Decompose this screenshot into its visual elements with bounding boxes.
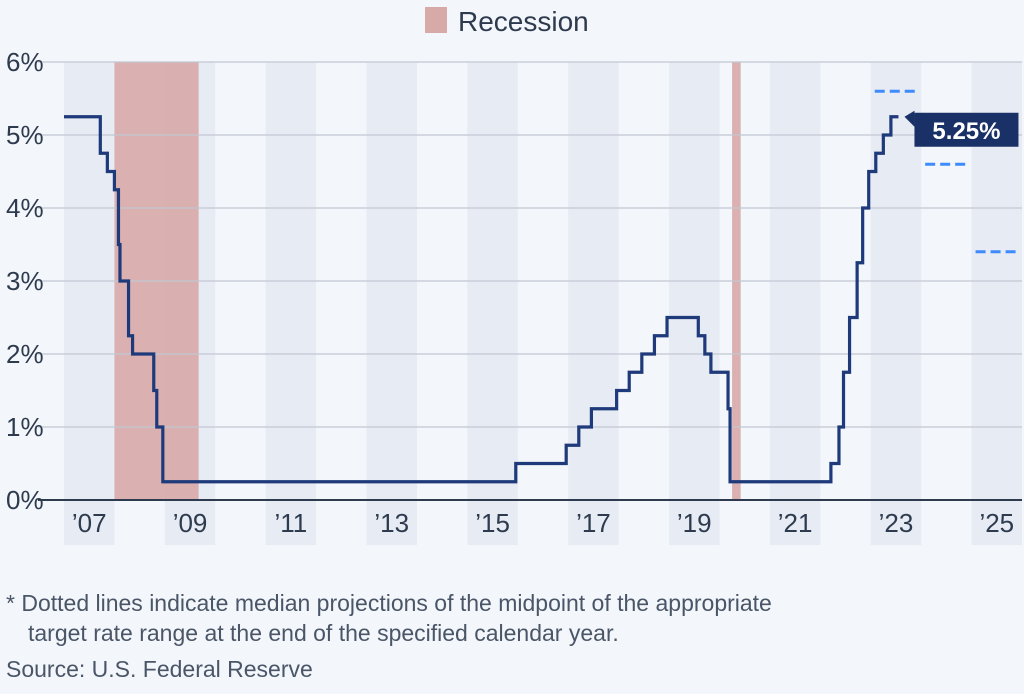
x-axis-ticks: ’07 ’09 ’11 ’13 ’15 ’17 ’19 ’21 ’23 ’25: [72, 508, 1014, 538]
series-lines: [64, 115, 899, 484]
year-band: [265, 62, 317, 545]
x-tick-label: ’11: [275, 508, 308, 538]
year-bands: [64, 62, 1022, 545]
y-tick-label: 4%: [6, 193, 44, 223]
y-tick-label: 3%: [6, 266, 44, 296]
x-tick-label: ’21: [778, 508, 813, 538]
footnote-line-1: * Dotted lines indicate median projectio…: [6, 590, 772, 616]
x-tick-label: ’07: [72, 508, 107, 538]
year-band: [64, 62, 115, 545]
legend-label-recession: Recession: [458, 6, 589, 37]
source-note: Source: U.S. Federal Reserve: [6, 656, 313, 682]
x-tick-label: ’09: [173, 508, 208, 538]
y-tick-label: 5%: [6, 120, 44, 150]
x-tick-label: ’25: [979, 508, 1014, 538]
series-line: [64, 115, 899, 484]
footnote-line-2: target rate range at the end of the spec…: [28, 620, 619, 646]
chart-legend: Recession: [425, 6, 589, 37]
y-tick-label: 6%: [6, 47, 44, 77]
x-tick-label: ’13: [374, 508, 409, 538]
year-band: [669, 62, 720, 545]
callout-label: 5.25%: [932, 118, 1000, 145]
y-tick-label: 2%: [6, 339, 44, 369]
year-band: [568, 62, 619, 545]
x-tick-label: ’17: [576, 508, 611, 538]
callout-pointer: [904, 110, 915, 127]
year-band: [769, 62, 821, 545]
year-band: [870, 62, 922, 545]
y-axis-ticks: 0% 1% 2% 3% 4% 5% 6%: [6, 47, 44, 515]
x-tick-label: ’15: [475, 508, 510, 538]
legend-swatch-recession: [425, 7, 447, 33]
footnote: * Dotted lines indicate median projectio…: [6, 588, 1016, 648]
y-tick-label: 1%: [6, 412, 44, 442]
year-band: [467, 62, 518, 545]
year-band: [366, 62, 417, 545]
callout-box: [914, 112, 1019, 147]
x-tick-label: ’23: [879, 508, 914, 538]
x-tick-label: ’19: [677, 508, 712, 538]
value-callout: 5.25%: [904, 110, 1019, 147]
projection-lines: [874, 89, 1018, 254]
y-tick-label: 0%: [6, 485, 44, 515]
fed-funds-rate-chart: Recession 0% 1% 2% 3% 4% 5% 6% ’07 ’09 ’11 ’13 ’15…: [6, 6, 1022, 545]
